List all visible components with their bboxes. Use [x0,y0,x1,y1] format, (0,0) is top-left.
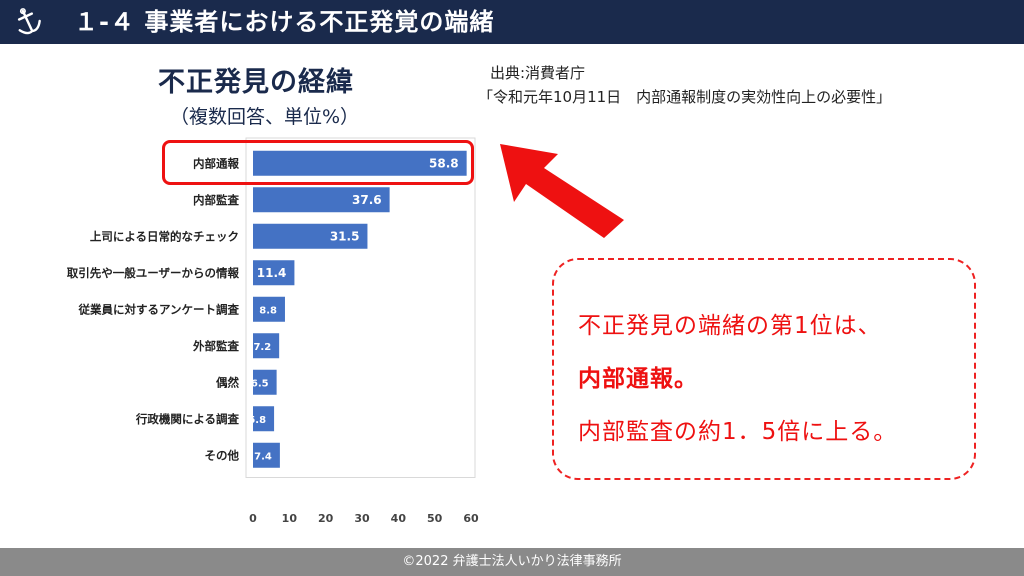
data-label: 37.6 [352,193,382,207]
callout-line-1: 不正発見の端緒の第1位は、 [578,313,882,339]
x-tick-label: 10 [282,512,298,525]
bar [253,187,390,213]
x-tick-label: 50 [427,512,443,525]
bar [253,333,280,359]
x-tick-label: 20 [318,512,334,525]
anchor-logo-icon [17,8,41,35]
data-label: 11.4 [257,266,287,280]
category-label: 従業員に対するアンケート調査 [77,302,239,316]
bar [253,260,295,286]
bar [253,406,275,432]
category-label: その他 [205,448,240,462]
highlight-box [162,140,474,185]
data-label: 31.5 [330,229,360,243]
data-label: 7.4 [254,451,272,462]
bar [253,296,285,322]
category-label: 内部通報 [193,156,239,170]
bar [253,223,368,249]
category-label: 上司による日常的なチェック [90,229,239,243]
category-label: 内部監査 [193,193,239,207]
source-detail: 「令和元年10月11日 内部通報制度の実効性向上の必要性」 [478,88,892,106]
header-bar: １-４ 事業者における不正発覚の端緒 [0,0,1024,44]
category-label: 外部監査 [192,339,239,353]
bar [253,150,467,176]
source-label: 出典:消費者庁 [490,64,586,82]
callout-box [552,258,976,480]
callout-line-3: 内部監査の約1．5倍に上る。 [578,419,898,445]
footer-copyright: ©2022 弁護士法人いかり法律事務所 [0,548,1024,576]
x-tick-label: 30 [354,512,370,525]
category-label: 偶然 [216,375,239,389]
chart-subtitle: （複数回答、単位%） [170,106,360,128]
data-label: 8.8 [259,305,277,316]
chart-title: 不正発見の経緯 [158,67,354,98]
red-arrow-icon [500,144,624,238]
data-label: 7.2 [253,342,271,353]
x-tick-label: 60 [463,512,479,525]
bar [253,442,280,468]
x-tick-label: 40 [391,512,407,525]
page-title: １-４ 事業者における不正発覚の端緒 [74,8,495,36]
x-tick-label: 0 [249,512,257,525]
data-label: 58.8 [429,156,459,170]
data-label: 6.5 [251,378,269,389]
bar [253,369,277,395]
category-label: 行政機関による調査 [135,412,240,426]
callout-line-2: 内部通報。 [578,366,698,392]
data-label: 5.8 [248,415,266,426]
category-label: 取引先や一般ユーザーからの情報 [67,266,240,280]
